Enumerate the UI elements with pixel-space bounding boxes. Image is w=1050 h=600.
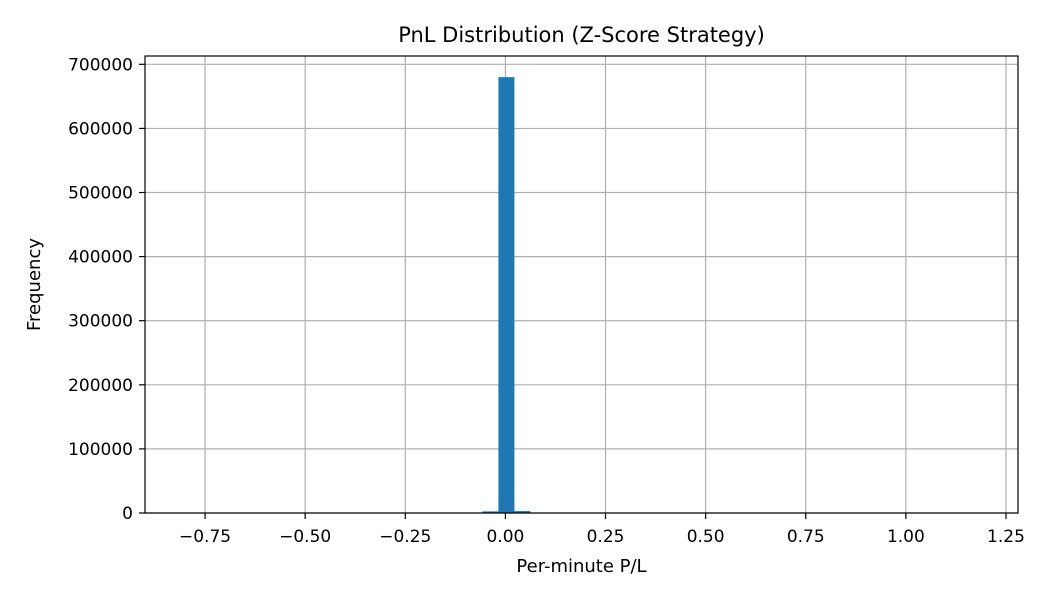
y-tick-label: 200000 bbox=[68, 376, 133, 396]
grid bbox=[145, 56, 1018, 514]
y-tick-label: 500000 bbox=[68, 184, 133, 204]
x-tick-label: 0.50 bbox=[687, 527, 725, 547]
y-tick-label: 700000 bbox=[68, 55, 133, 75]
histogram-bar bbox=[498, 77, 515, 513]
x-axis-label: Per-minute P/L bbox=[516, 556, 646, 577]
x-tick-label: 0.00 bbox=[486, 527, 524, 547]
y-tick-label: 400000 bbox=[68, 248, 133, 268]
x-tick-label: 1.25 bbox=[987, 527, 1025, 547]
histogram-bar bbox=[482, 511, 499, 513]
y-axis-label: Frequency bbox=[24, 238, 45, 331]
bars bbox=[482, 77, 531, 513]
plot-frame bbox=[144, 55, 1019, 514]
chart-title: PnL Distribution (Z-Score Strategy) bbox=[398, 23, 765, 47]
x-tick-label: 0.75 bbox=[787, 527, 825, 547]
y-tick-label: 100000 bbox=[68, 440, 133, 460]
y-tick-label: 300000 bbox=[68, 312, 133, 332]
histogram-bar bbox=[514, 511, 531, 513]
y-axis-ticks: 0 100000 200000 300000 400000 500000 600000 700… bbox=[68, 55, 145, 524]
y-tick-label: 0 bbox=[122, 504, 133, 524]
x-tick-label: 1.00 bbox=[887, 527, 925, 547]
x-tick-label: 0.25 bbox=[587, 527, 625, 547]
x-tick-label: −0.50 bbox=[279, 527, 331, 547]
x-tick-label: −0.25 bbox=[379, 527, 431, 547]
y-tick-label: 600000 bbox=[68, 119, 133, 139]
x-tick-label: −0.75 bbox=[179, 527, 231, 547]
x-axis-ticks: −0.75 −0.50 −0.25 0.00 0.25 0.50 0.75 1.00 1.25 bbox=[179, 513, 1025, 547]
